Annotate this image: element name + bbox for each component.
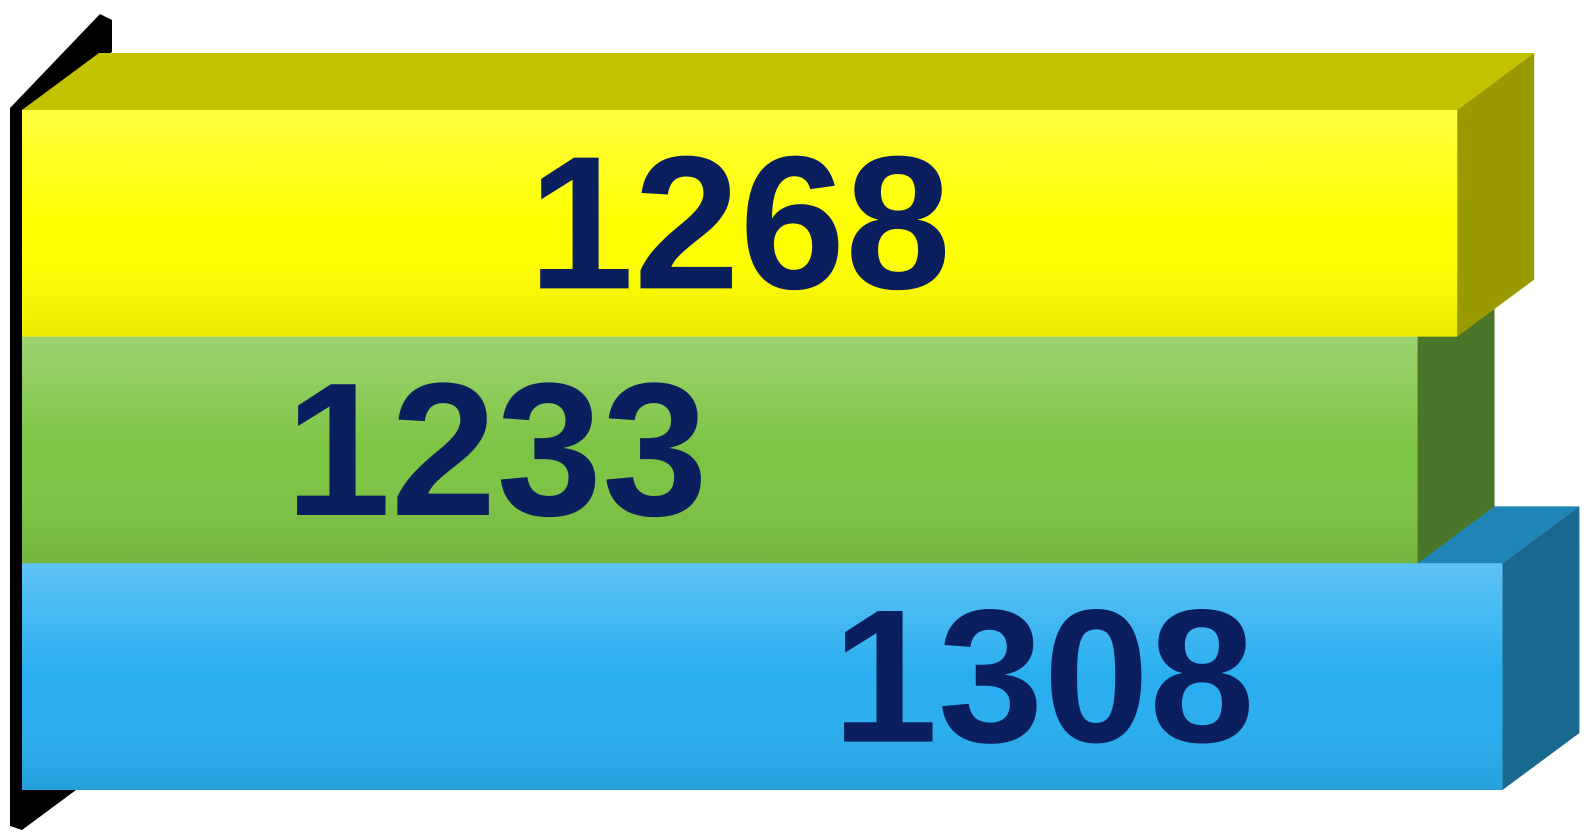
bar-shine <box>22 563 1503 790</box>
bar-side <box>1417 279 1495 564</box>
bar-side-shade <box>1457 53 1535 337</box>
value-label: 1233 <box>285 344 708 556</box>
value-label: 1268 <box>528 117 951 329</box>
bar-side-shade <box>1417 279 1495 564</box>
bar-shine <box>22 336 1418 564</box>
bar-side <box>1457 53 1535 337</box>
axis-wall <box>10 14 112 830</box>
bar-side <box>1502 506 1580 790</box>
bar-shine <box>22 110 1458 337</box>
bar-side-shade <box>1502 506 1580 790</box>
bar-top <box>22 53 1535 110</box>
value-label: 1308 <box>832 571 1255 783</box>
bar-top-shade <box>22 53 1535 110</box>
